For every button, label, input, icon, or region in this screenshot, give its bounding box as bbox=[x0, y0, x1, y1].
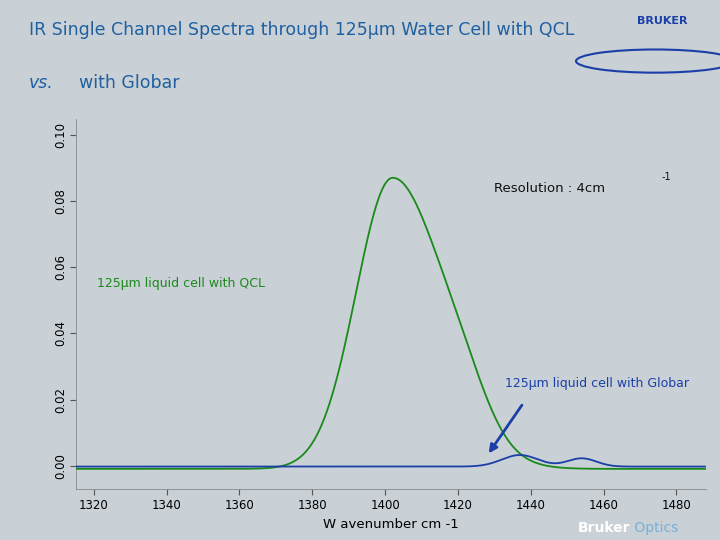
Text: Resolution : 4cm: Resolution : 4cm bbox=[495, 181, 606, 194]
Text: 125μm liquid cell with Globar: 125μm liquid cell with Globar bbox=[505, 376, 689, 389]
Text: -1: -1 bbox=[662, 172, 672, 181]
Text: 125μm liquid cell with QCL: 125μm liquid cell with QCL bbox=[97, 278, 266, 291]
Text: Optics: Optics bbox=[630, 521, 678, 535]
Text: vs.: vs. bbox=[29, 74, 53, 92]
Text: with Globar: with Globar bbox=[68, 74, 180, 92]
Text: Bruker: Bruker bbox=[577, 521, 630, 535]
Text: BRUKER: BRUKER bbox=[637, 16, 688, 26]
X-axis label: W avenumber cm -1: W avenumber cm -1 bbox=[323, 518, 459, 531]
Text: IR Single Channel Spectra through 125μm Water Cell with QCL: IR Single Channel Spectra through 125μm … bbox=[29, 21, 574, 39]
